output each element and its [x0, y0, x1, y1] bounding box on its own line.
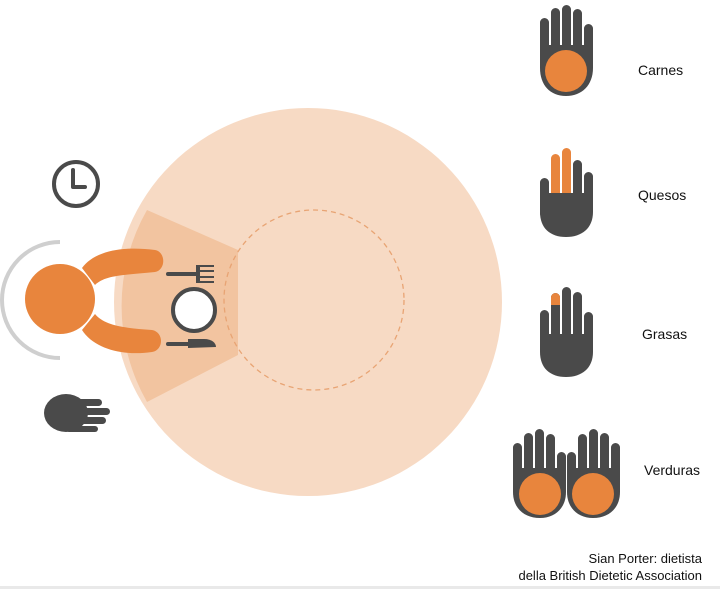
- portion-label-verduras: Verduras: [644, 462, 701, 478]
- two-fingers-hand-icon: [540, 148, 593, 237]
- person-top-view-icon: [0, 240, 164, 360]
- knife-icon: [166, 339, 216, 348]
- two-palms-hands-icon: [513, 429, 620, 518]
- bottom-divider: [0, 586, 720, 589]
- shared-area-circle: [223, 209, 405, 391]
- palm-hand-icon: [540, 5, 593, 96]
- clock-icon: [52, 160, 100, 208]
- fork-icon: [166, 265, 214, 283]
- fingertip-hand-icon: [540, 287, 593, 377]
- source-credit: Sian Porter: dietista della British Diet…: [518, 550, 702, 584]
- portion-label-quesos: Quesos: [638, 187, 687, 203]
- portion-label-grasas: Grasas: [642, 326, 688, 342]
- portion-label-carnes: Carnes: [638, 62, 684, 78]
- flat-hand-icon: [44, 394, 110, 432]
- credit-line-2: della British Dietetic Association: [518, 568, 702, 583]
- credit-line-1: Sian Porter: dietista: [588, 551, 702, 566]
- round-table: [114, 108, 502, 496]
- plate-icon: [171, 287, 217, 333]
